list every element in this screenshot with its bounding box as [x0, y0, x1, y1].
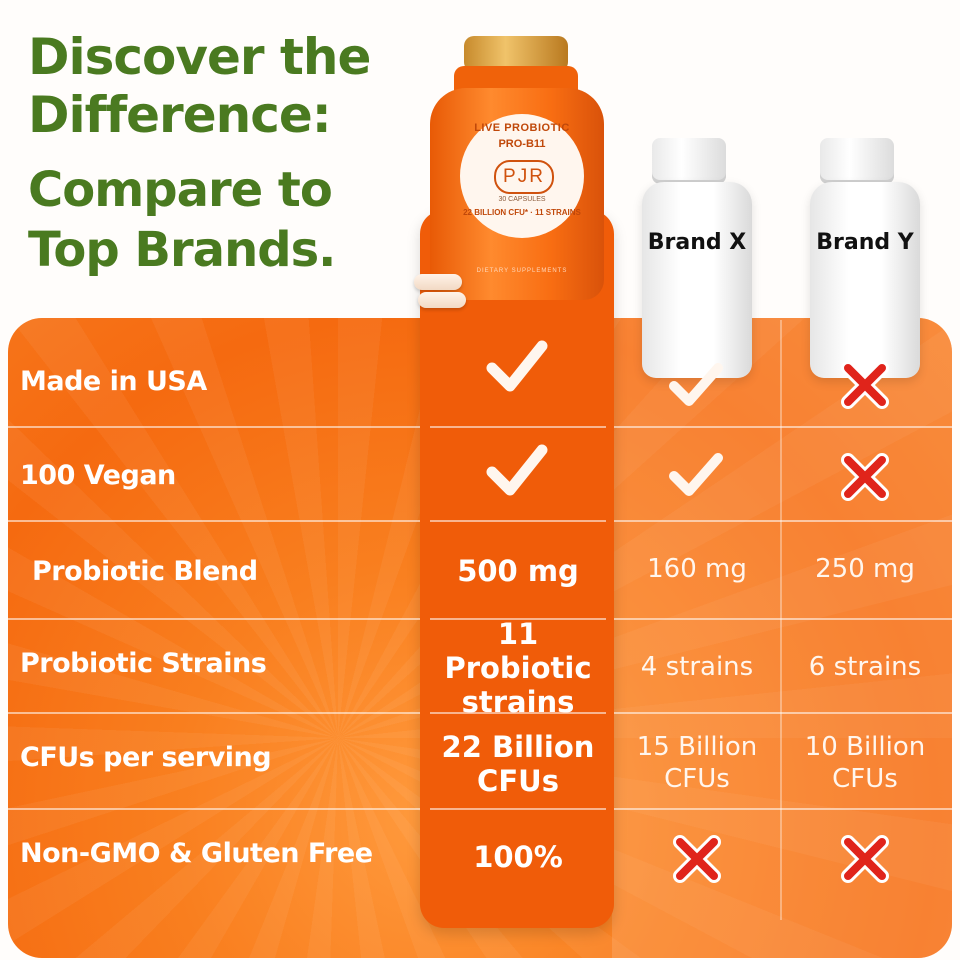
- headline-line4: Top Brands.: [28, 222, 336, 278]
- bottle-body: [642, 182, 752, 378]
- bottle-cfu-text: 22 BILLION CFU* · 11 STRAINS: [463, 208, 581, 217]
- bottle-label-subtitle: PRO-B11: [498, 138, 546, 150]
- brand-x-bottle: Brand X: [642, 138, 752, 378]
- main-cfus-line1: 22 Billion: [441, 730, 595, 764]
- row-label-probiotic-strains: Probiotic Strains: [20, 648, 267, 679]
- row-divider: [430, 520, 606, 522]
- row-label-non-gmo: Non-GMO & Gluten Free: [20, 838, 373, 869]
- row-label-probiotic-blend: Probiotic Blend: [32, 556, 258, 587]
- cross-icon: [673, 835, 721, 883]
- column-divider: [780, 320, 782, 920]
- brand-logo: PJR: [494, 160, 554, 194]
- capsule: [418, 292, 466, 308]
- brand-y-bottle: Brand Y: [810, 138, 920, 378]
- row-divider: [614, 808, 952, 810]
- cross-icon: [841, 453, 889, 501]
- row-divider: [8, 808, 420, 810]
- headline-line1: Discover the: [28, 28, 371, 86]
- brand-y-cfus-value: 10 Billion CFUs: [782, 728, 948, 798]
- bottle-capsule-count: 30 CAPSULES: [498, 196, 546, 203]
- main-non-gmo-value: 100%: [473, 840, 563, 874]
- row-divider: [430, 618, 606, 620]
- brand-y-cfus-line1: 10 Billion: [804, 732, 926, 762]
- row-divider: [8, 520, 420, 522]
- headline-secondary: Compare to Top Brands.: [28, 160, 336, 280]
- panel-right-fade: [612, 318, 952, 958]
- headline-line2: Difference:: [28, 86, 332, 144]
- row-divider: [614, 520, 952, 522]
- brand-x-cfus-line1: 15 Billion: [636, 732, 758, 762]
- row-label-made-in-usa: Made in USA: [20, 366, 207, 397]
- brand-x-label: Brand X: [647, 230, 747, 255]
- main-cfus-value: 22 Billion CFUs: [422, 726, 614, 802]
- check-icon: [669, 453, 723, 496]
- row-divider: [430, 808, 606, 810]
- capsule: [414, 274, 462, 290]
- main-blend-value: 500 mg: [457, 554, 579, 588]
- check-icon: [486, 444, 548, 496]
- row-divider: [8, 618, 420, 620]
- bottle-body: [810, 182, 920, 378]
- check-icon: [486, 340, 548, 392]
- row-divider: [8, 712, 420, 714]
- bottle-cap: [652, 138, 726, 184]
- cross-icon: [841, 361, 889, 409]
- headline-line3: Compare to: [28, 162, 333, 218]
- row-label-cfus: CFUs per serving: [20, 742, 272, 773]
- main-cfus-line2: CFUs: [477, 764, 559, 798]
- brand-x-strains-value: 4 strains: [640, 652, 754, 682]
- main-strains-line1: 11 Probiotic: [444, 617, 592, 685]
- row-label-vegan: 100 Vegan: [20, 460, 176, 491]
- headline-primary: Discover the Difference:: [28, 28, 371, 144]
- brand-y-blend-value: 250 mg: [815, 554, 915, 584]
- row-divider: [614, 618, 952, 620]
- row-divider: [430, 426, 606, 428]
- bottle-footer-text: DIETARY SUPPLEMENTS: [476, 268, 568, 274]
- row-divider: [8, 426, 420, 428]
- row-divider: [614, 426, 952, 428]
- bottle-label: [460, 114, 584, 238]
- brand-y-label: Brand Y: [816, 230, 914, 255]
- bottle-cap: [820, 138, 894, 184]
- main-strains-value: 11 Probiotic strains: [422, 617, 614, 719]
- brand-x-cfus-value: 15 Billion CFUs: [614, 728, 780, 798]
- row-divider: [430, 712, 606, 714]
- brand-y-strains-value: 6 strains: [808, 652, 922, 682]
- cross-icon: [841, 835, 889, 883]
- row-divider: [614, 712, 952, 714]
- brand-y-cfus-line2: CFUs: [832, 764, 898, 794]
- main-product-bottle: LIVE PROBIOTIC PRO-B11 PJR 30 CAPSULES 2…: [420, 36, 612, 306]
- brand-x-cfus-line2: CFUs: [664, 764, 730, 794]
- check-icon: [669, 363, 723, 406]
- main-strains-line2: strains: [461, 685, 575, 719]
- brand-x-blend-value: 160 mg: [647, 554, 747, 584]
- bottle-label-title: LIVE PROBIOTIC: [474, 122, 570, 134]
